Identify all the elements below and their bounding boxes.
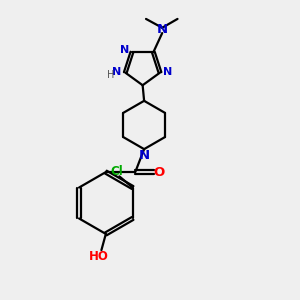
Text: N: N: [157, 23, 168, 36]
Text: O: O: [153, 166, 164, 178]
Text: N: N: [120, 45, 129, 55]
Text: H: H: [107, 70, 114, 80]
Text: N: N: [139, 149, 150, 162]
Text: HO: HO: [88, 250, 108, 263]
Text: N: N: [163, 67, 172, 77]
Text: N: N: [112, 67, 122, 77]
Text: Cl: Cl: [111, 165, 123, 178]
